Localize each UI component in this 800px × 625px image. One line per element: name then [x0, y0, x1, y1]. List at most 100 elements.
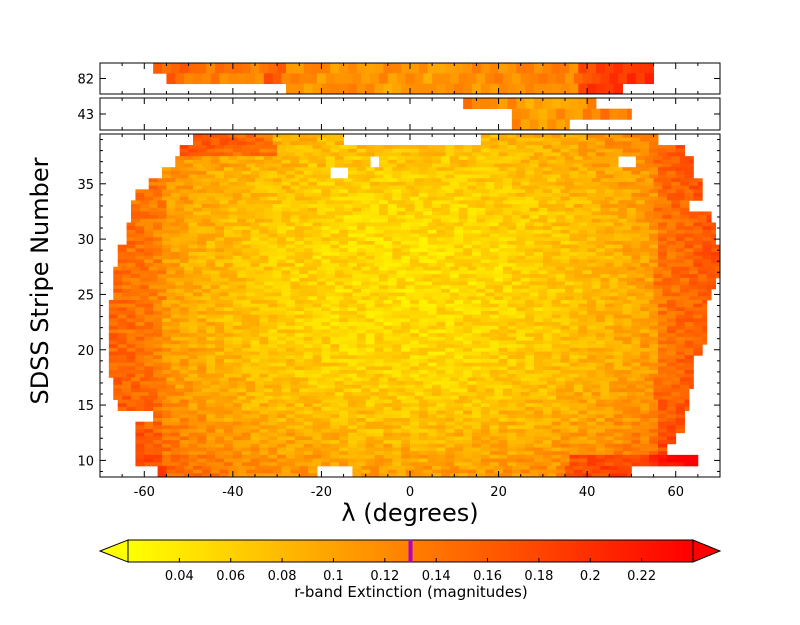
heat-cell	[640, 222, 650, 227]
heat-cell	[640, 237, 650, 242]
heat-cell	[277, 299, 287, 305]
heat-cell	[308, 211, 318, 216]
heat-cell	[356, 303, 367, 308]
heat-cell	[675, 373, 685, 378]
heat-cell	[591, 266, 601, 271]
heat-cell	[578, 222, 588, 227]
heat-cell	[255, 395, 265, 400]
heat-cell	[215, 358, 225, 364]
heat-cell	[662, 159, 672, 164]
heat-cell	[516, 259, 526, 264]
heat-cell	[170, 355, 181, 360]
heat-cell	[379, 178, 389, 183]
heat-cell	[618, 178, 628, 183]
heat-cell	[162, 311, 172, 316]
heat-cell	[197, 318, 207, 323]
heat-cell	[445, 174, 455, 179]
heat-cell	[675, 240, 685, 246]
heat-cell	[671, 395, 681, 400]
heat-cell	[175, 163, 185, 168]
heat-cell	[596, 63, 606, 74]
heat-cell	[476, 207, 486, 212]
heat-cell	[126, 240, 136, 246]
heat-cell	[556, 392, 566, 397]
heat-cell	[432, 211, 442, 216]
heat-cell	[463, 299, 473, 305]
heat-cell	[587, 322, 597, 327]
heat-cell	[232, 248, 243, 253]
heat-cell	[613, 370, 623, 375]
heat-cell	[228, 274, 238, 279]
heat-cell	[573, 381, 584, 386]
heat-cell	[383, 370, 393, 375]
heat-cell	[520, 395, 530, 400]
heat-cell	[339, 373, 349, 378]
heat-cell	[215, 340, 225, 345]
heat-cell	[206, 311, 216, 316]
heat-cell	[361, 395, 371, 400]
heat-cell	[600, 159, 610, 164]
heat-cell	[321, 406, 331, 412]
heat-cell	[294, 336, 305, 341]
heat-cell	[334, 274, 344, 279]
heat-cell	[361, 200, 371, 205]
heat-cell	[334, 137, 344, 142]
heat-cell	[139, 204, 150, 209]
heat-cell	[635, 277, 646, 282]
heat-cell	[622, 403, 632, 408]
heat-cell	[290, 207, 300, 212]
heat-cell	[277, 170, 287, 175]
heat-cell	[529, 296, 539, 301]
heat-cell	[627, 392, 637, 397]
heat-cell	[117, 333, 127, 338]
heat-cell	[547, 163, 557, 168]
heat-cell	[507, 403, 517, 408]
heat-cell	[596, 189, 606, 194]
heat-cell	[405, 215, 415, 220]
heat-cell	[410, 248, 420, 253]
heat-cell	[290, 156, 300, 161]
heat-cell	[489, 167, 499, 172]
heat-cell	[653, 159, 663, 164]
heat-cell	[179, 303, 189, 308]
heat-cell	[197, 362, 207, 367]
heat-cell	[565, 163, 575, 168]
heat-cell	[259, 370, 269, 375]
heat-cell	[405, 381, 415, 386]
heat-cell	[631, 318, 641, 323]
heat-cell	[640, 358, 650, 364]
heat-cell	[711, 226, 716, 231]
heat-cell	[476, 159, 486, 164]
heat-cell	[454, 244, 464, 249]
heat-cell	[153, 340, 163, 345]
heat-cell	[352, 288, 362, 293]
heat-cell	[565, 178, 575, 183]
heat-cell	[339, 370, 349, 375]
heat-cell	[427, 355, 437, 360]
heat-cell	[250, 240, 260, 246]
heat-cell	[201, 377, 212, 382]
heat-cell	[644, 159, 654, 164]
heat-cell	[427, 226, 437, 231]
heat-cell	[463, 351, 473, 356]
heat-cell	[569, 244, 579, 249]
heat-cell	[401, 403, 411, 408]
heat-cell	[184, 181, 194, 187]
heat-cell	[188, 248, 198, 253]
heat-cell	[396, 395, 406, 400]
heat-cell	[135, 244, 145, 249]
heat-cell	[392, 233, 402, 238]
heat-cell	[467, 277, 477, 282]
heat-cell	[706, 288, 712, 293]
heat-cell	[228, 204, 238, 209]
heat-cell	[441, 266, 451, 271]
heat-cell	[600, 392, 610, 397]
heat-cell	[649, 196, 659, 201]
heat-cell	[689, 211, 699, 216]
heat-cell	[286, 174, 296, 179]
heat-cell	[325, 377, 336, 382]
heat-cell	[538, 281, 548, 286]
heat-cell	[432, 377, 442, 382]
heat-cell	[507, 244, 517, 249]
heat-cell	[392, 373, 402, 378]
